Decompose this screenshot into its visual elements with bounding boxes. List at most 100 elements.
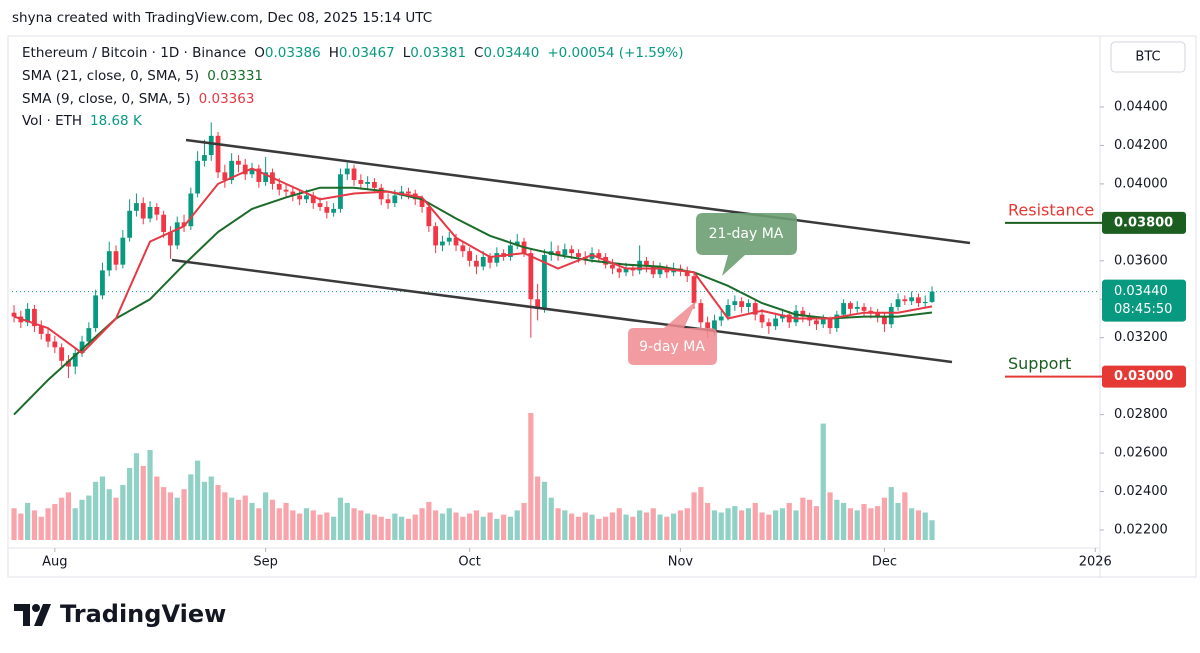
volume-bar	[596, 518, 602, 540]
volume-bar	[344, 502, 350, 540]
candle-body	[419, 199, 425, 207]
volume-bar	[249, 502, 255, 540]
candle-body	[514, 241, 520, 246]
candle-body	[59, 347, 65, 361]
volume-bar	[514, 510, 520, 540]
candle-body	[684, 270, 690, 277]
level-name: Support	[1008, 354, 1071, 373]
volume-bar	[718, 512, 724, 540]
volume-bar	[310, 510, 316, 540]
symbol: Ethereum / Bitcoin · 1D · Binance	[22, 45, 246, 61]
volume-bar	[358, 510, 364, 540]
candle-body	[508, 245, 513, 257]
volume-bar	[290, 510, 296, 540]
volume-bar	[31, 510, 38, 540]
candle-body	[875, 312, 881, 317]
x-tick-label: Dec	[872, 555, 897, 570]
volume-bar	[399, 516, 405, 540]
candle-body	[11, 312, 17, 317]
volume-bar	[800, 497, 806, 540]
candle-body	[93, 295, 99, 329]
volume-bar	[337, 497, 344, 540]
volume-bar	[392, 513, 398, 540]
candle-body	[222, 172, 228, 181]
volume-bar	[725, 508, 731, 540]
volume-bar	[881, 497, 888, 540]
candle-body	[555, 251, 561, 256]
candle-body	[820, 318, 826, 325]
volume-bar	[834, 499, 840, 540]
candle-body	[331, 208, 337, 213]
volume-bar	[133, 453, 140, 540]
candle-body	[242, 164, 248, 175]
candle-body	[174, 222, 180, 246]
volume-bar	[779, 508, 786, 540]
volume-bar	[691, 492, 697, 540]
candle-body	[385, 199, 391, 204]
candle-body	[460, 245, 466, 252]
volume-bar	[467, 513, 473, 540]
volume-bar	[86, 495, 92, 540]
volume-bar	[861, 504, 867, 540]
candle-body	[793, 310, 799, 323]
volume-bar	[222, 492, 228, 540]
ohlc-value: 0.03440	[483, 45, 539, 61]
volume-bar	[507, 516, 514, 540]
candle-body	[718, 316, 724, 321]
candle-body	[766, 322, 772, 327]
y-tick-label: 0.02600	[1114, 446, 1168, 461]
volume-bar	[385, 518, 391, 540]
candle-body	[66, 360, 71, 367]
volume-bar	[535, 476, 541, 540]
x-tick-label: 2026	[1079, 555, 1112, 570]
ohlc-key: H	[329, 45, 339, 61]
y-tick-label: 0.02400	[1114, 484, 1168, 499]
volume-bar	[915, 510, 922, 540]
volume-bar	[650, 508, 656, 540]
candle-body	[208, 135, 214, 156]
volume-bar	[412, 514, 418, 540]
volume-bar	[841, 502, 847, 540]
volume-bar	[324, 512, 330, 540]
candle-body	[338, 174, 343, 209]
volume-bar	[705, 502, 711, 540]
candle-body	[304, 195, 309, 200]
candle-body	[882, 316, 887, 325]
candle-body	[814, 320, 819, 325]
annotation-bubble	[696, 213, 797, 276]
ohlc: O0.03386 H0.03467 L0.03381 C0.03440	[254, 45, 539, 61]
volume-bar	[909, 508, 915, 540]
brand: TradingView	[60, 600, 226, 628]
legend-sma9: SMA (9, close, 0, SMA, 5) 0.03363	[22, 91, 254, 107]
volume-bar	[739, 510, 745, 540]
volume-bar	[283, 502, 289, 540]
candle-body	[154, 206, 160, 215]
legend-main: Ethereum / Bitcoin · 1D · Binance O0.0338…	[22, 45, 683, 61]
level-name: Resistance	[1008, 200, 1094, 219]
volume-bar	[616, 508, 622, 540]
volume-bar	[18, 513, 24, 540]
candle-body	[712, 320, 717, 331]
volume-bar	[113, 497, 119, 540]
volume-bar	[127, 468, 133, 540]
volume-bar	[623, 514, 629, 540]
candle-body	[480, 256, 486, 267]
candle-body	[841, 303, 847, 315]
volume-bar	[242, 495, 248, 540]
candle-body	[848, 303, 853, 309]
ohlc-key: C	[474, 45, 483, 61]
volume-bar	[269, 499, 276, 540]
volume-bar	[480, 516, 486, 540]
candle-body	[528, 253, 534, 300]
currency-box[interactable]	[1110, 41, 1186, 73]
logo-mark	[14, 604, 30, 626]
volume-bar	[208, 476, 214, 540]
candle-body	[365, 181, 371, 184]
candle-body	[916, 297, 921, 304]
volume-bar	[99, 476, 106, 540]
candle-body	[562, 249, 568, 256]
candle-body	[467, 251, 473, 261]
candle-body	[188, 193, 194, 227]
volume-bar	[317, 514, 323, 540]
